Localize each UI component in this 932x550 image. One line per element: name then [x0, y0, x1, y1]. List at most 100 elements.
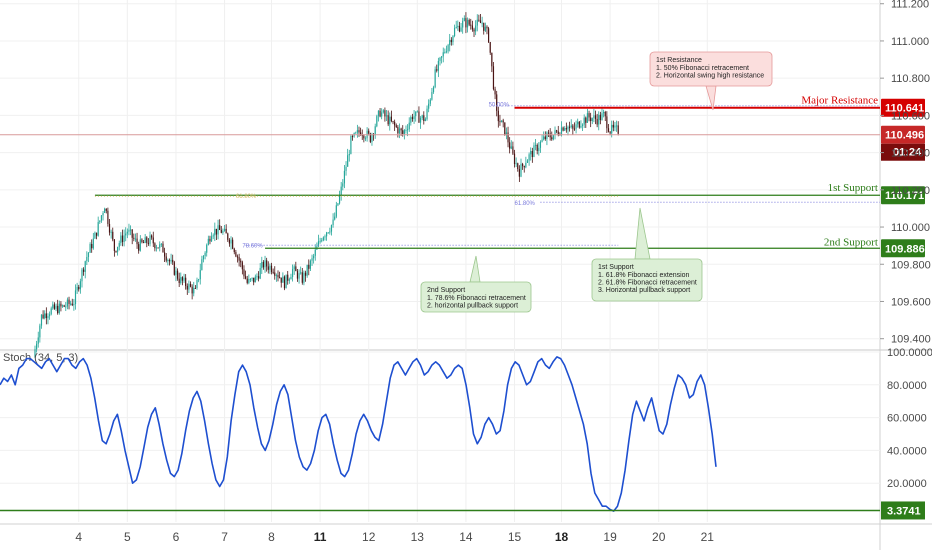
- candle-body: [531, 151, 533, 158]
- candle-body: [183, 277, 185, 281]
- candle-body: [84, 261, 86, 272]
- candle-body: [569, 126, 571, 128]
- candle-body: [411, 117, 414, 120]
- x-tick-label: 13: [411, 530, 425, 544]
- candle-body: [479, 20, 482, 23]
- candle-body: [588, 113, 590, 118]
- candle-body: [173, 262, 175, 275]
- candle-body: [533, 145, 535, 158]
- candle-body: [601, 113, 603, 121]
- candle-body: [220, 229, 222, 233]
- candle-body: [52, 304, 54, 309]
- candle-body: [181, 277, 184, 281]
- candle-body: [115, 250, 117, 252]
- levels: 110.496 01:24 Major Resistance 110.641 50.00…: [0, 95, 925, 258]
- candle-body: [405, 130, 407, 132]
- candle-body: [385, 115, 388, 117]
- candle-body: [311, 258, 313, 261]
- candle-body: [178, 278, 180, 283]
- candle-body: [368, 130, 370, 134]
- candle-body: [285, 274, 287, 289]
- candle-body: [167, 260, 169, 262]
- candle-body: [76, 287, 78, 291]
- candle-body: [129, 229, 132, 231]
- candle-body: [279, 277, 281, 279]
- candle-body: [214, 228, 216, 236]
- candle-body: [525, 162, 527, 168]
- candle-body: [431, 92, 433, 100]
- candle-body: [361, 134, 363, 136]
- candle-body: [68, 299, 70, 304]
- x-tick-label: 14: [459, 530, 473, 544]
- candle-body: [586, 113, 589, 123]
- x-tick-label: 21: [701, 530, 715, 544]
- x-tick-label: 11: [314, 530, 327, 544]
- candle-body: [193, 287, 195, 294]
- candle-body: [191, 286, 193, 294]
- candle-body: [79, 281, 81, 290]
- fib618-right-label: 61.80%: [515, 201, 536, 207]
- candle-body: [594, 115, 597, 119]
- candle-body: [131, 229, 133, 238]
- candle-body: [358, 130, 360, 133]
- candle-body: [415, 111, 417, 117]
- candle-body: [377, 110, 380, 117]
- candle-body: [441, 56, 443, 58]
- candle-body: [355, 132, 357, 134]
- candle-body: [466, 19, 469, 28]
- candle-body: [326, 232, 328, 237]
- candle-body: [94, 232, 96, 239]
- candle-body: [502, 120, 504, 123]
- candle-body: [509, 142, 511, 149]
- candles: [34, 12, 619, 359]
- candle-body: [112, 231, 114, 240]
- candle-body: [254, 276, 256, 283]
- candle-body: [92, 238, 94, 249]
- candle-body: [233, 248, 235, 253]
- candle-body: [560, 127, 563, 135]
- candle-body: [282, 276, 284, 283]
- candle-body: [565, 128, 567, 130]
- candle-body: [139, 239, 141, 251]
- candle-body: [583, 117, 585, 125]
- candle-body: [500, 120, 503, 123]
- candle-body: [102, 212, 104, 216]
- candle-body: [125, 233, 127, 236]
- candle-body: [360, 132, 362, 135]
- candle-body: [304, 272, 307, 276]
- candle-body: [458, 25, 461, 32]
- candle-body: [55, 305, 57, 309]
- candle-body: [543, 136, 545, 140]
- candle-body: [612, 124, 614, 128]
- axes: 4 5 6 7 8 11 12 13 14 15 18 19 20 21 111.200 111.000 110…: [75, 0, 932, 544]
- candle-body: [523, 166, 525, 168]
- candle-body: [303, 272, 305, 283]
- candle-body: [160, 243, 162, 245]
- candle-body: [202, 255, 205, 260]
- candle-body: [609, 131, 611, 134]
- candle-body: [539, 141, 542, 148]
- stochastic-value: 3.3741: [887, 505, 921, 517]
- candle-body: [496, 94, 498, 111]
- candle-body: [538, 147, 540, 151]
- candle-body: [165, 256, 167, 261]
- candle-body: [460, 27, 462, 32]
- candle-body: [445, 51, 448, 53]
- candle-body: [444, 51, 446, 53]
- candle-body: [256, 276, 258, 278]
- candle-body: [557, 131, 559, 135]
- candle-body: [447, 45, 449, 52]
- candle-body: [295, 266, 297, 272]
- candle-body: [407, 129, 409, 131]
- candle-body: [408, 122, 410, 130]
- candle-body: [236, 256, 239, 258]
- candle-body: [142, 242, 145, 244]
- candle-body: [421, 115, 423, 119]
- x-tick-label: 12: [362, 530, 376, 544]
- candle-body: [455, 26, 457, 29]
- candle-body: [596, 118, 598, 125]
- candle-body: [170, 259, 172, 262]
- candle-body: [128, 229, 130, 232]
- candle-body: [146, 237, 148, 243]
